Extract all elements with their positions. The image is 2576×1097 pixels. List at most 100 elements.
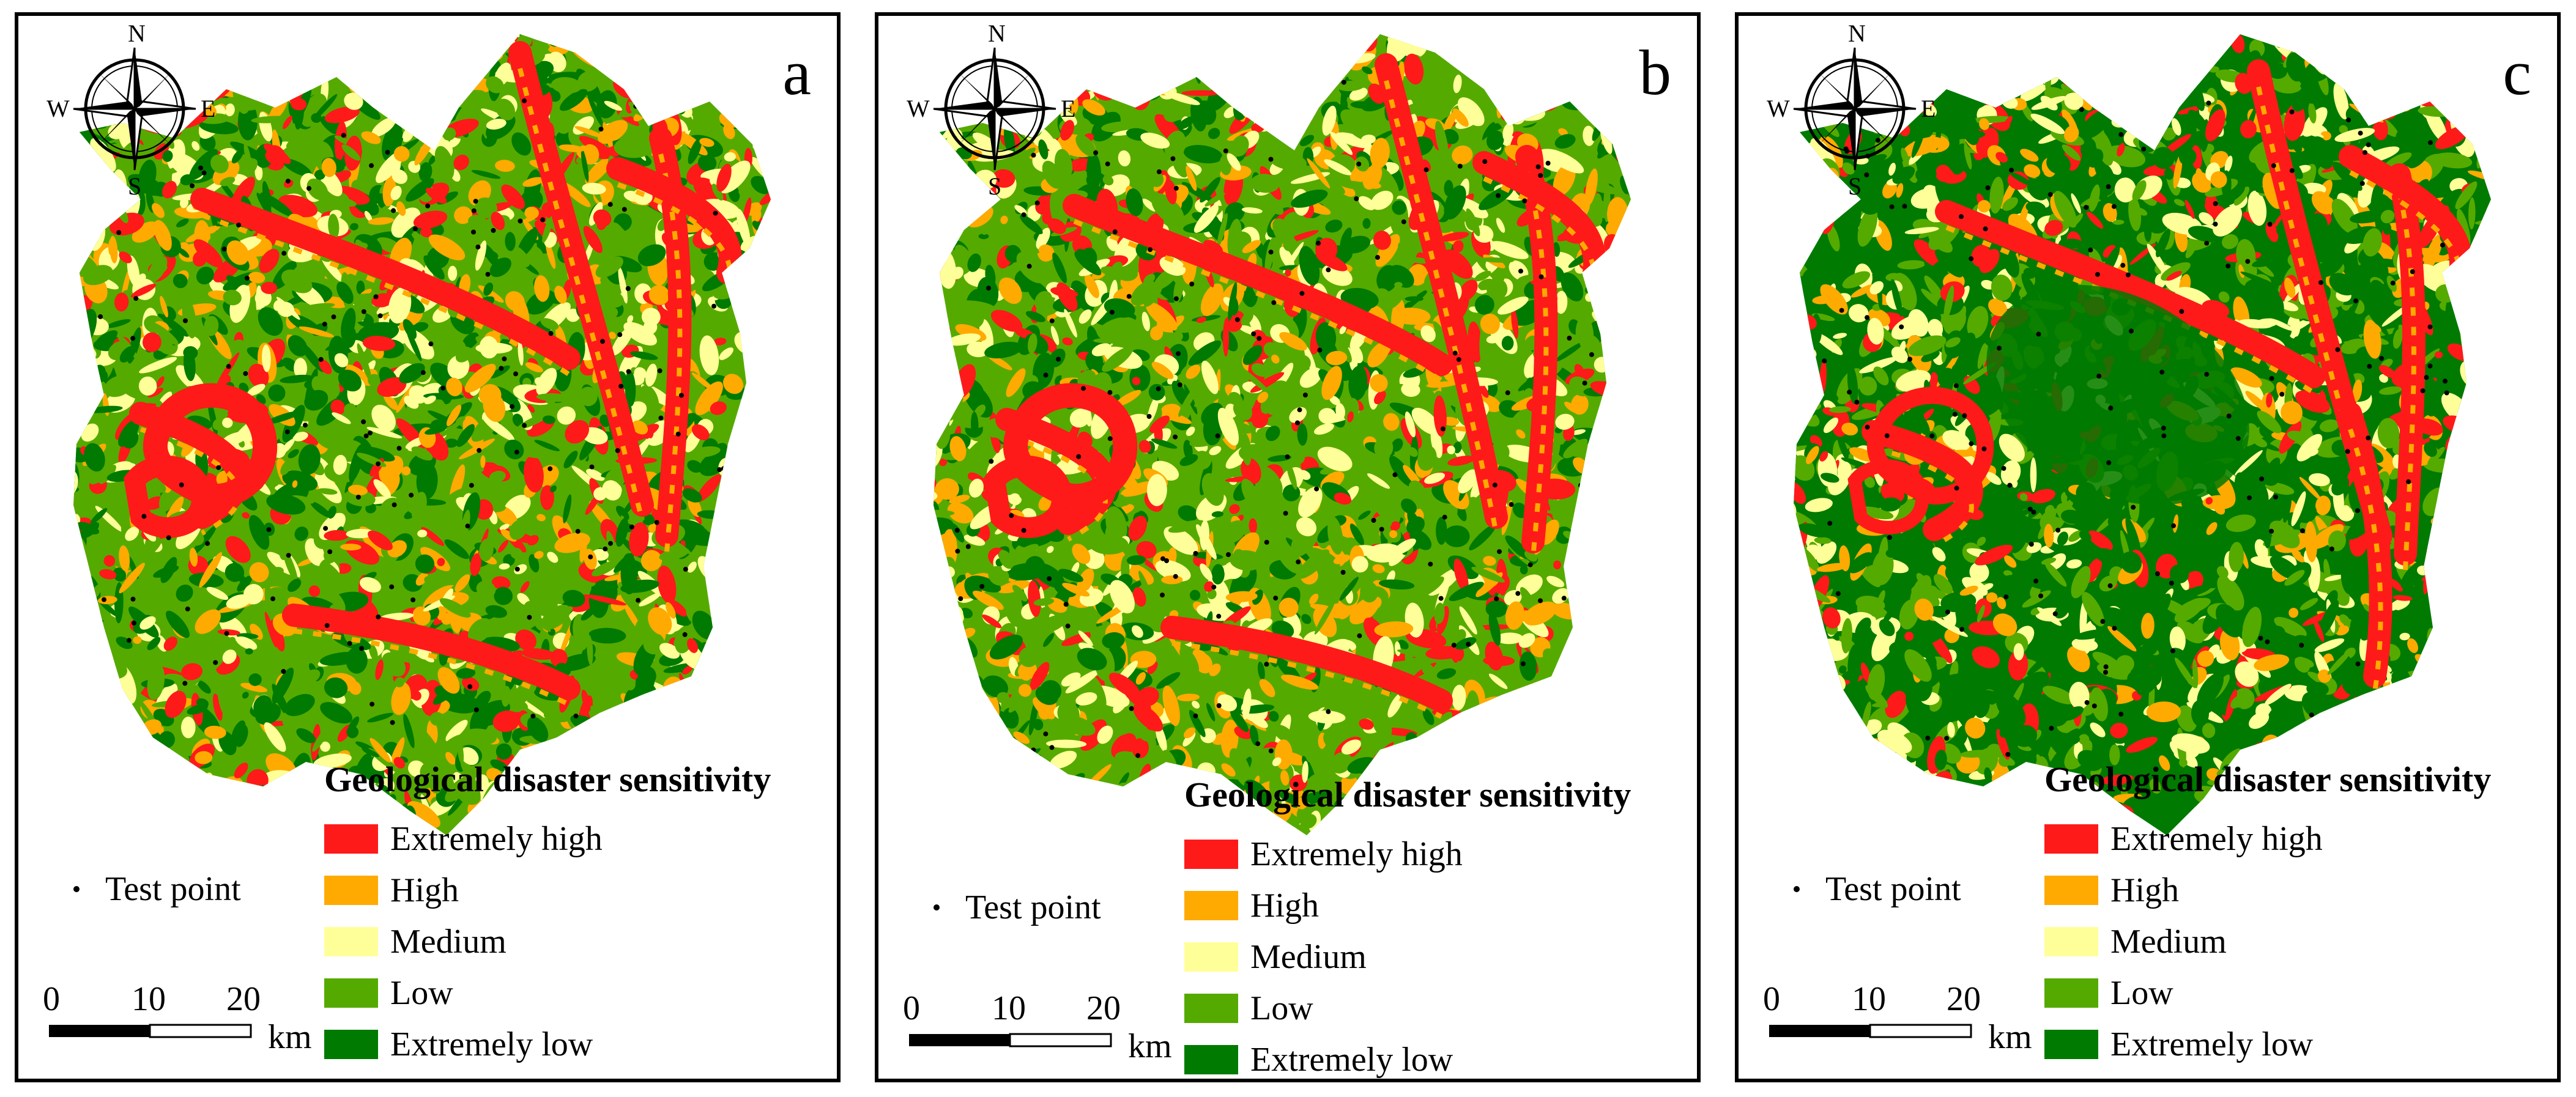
test-point-dot-icon: [73, 886, 80, 892]
legend-swatch: [2044, 876, 2098, 905]
compass-rose-icon: N S E W: [46, 20, 215, 200]
test-point-legend: Test point: [1794, 872, 1961, 906]
sensitivity-map: [1794, 34, 2491, 835]
compass-north: N: [988, 20, 1006, 47]
legend-item-extremely-low: Extremely low: [324, 1019, 837, 1070]
compass-east: E: [1921, 95, 1936, 122]
legend-swatch: [1184, 840, 1238, 869]
compass-west: W: [1767, 95, 1790, 122]
legend-item-extremely-low: Extremely low: [2044, 1019, 2557, 1070]
legend-label: Medium: [1250, 938, 1367, 976]
legend-item-low: Low: [324, 967, 837, 1019]
scale-tick-10: 10: [1852, 980, 1886, 1018]
legend-swatch: [1184, 994, 1238, 1023]
legend-swatch: [324, 824, 378, 854]
legend-label: Low: [2110, 974, 2173, 1012]
legend-title: Geological disaster sensitivity: [1184, 775, 1631, 814]
legend: Geological disaster sensitivity Extremel…: [1184, 775, 1697, 1079]
legend-label: Extremely high: [390, 820, 603, 858]
test-point-legend: Test point: [934, 890, 1101, 925]
legend-label: Medium: [2110, 923, 2227, 961]
legend-label: Extremely high: [2110, 820, 2323, 858]
legend-item-extremely-high: Extremely high: [2044, 813, 2557, 865]
sensitivity-map: [934, 34, 1631, 835]
test-point-label: Test point: [965, 888, 1101, 926]
test-point-legend: Test point: [73, 872, 241, 906]
legend-item-high: High: [2044, 865, 2557, 916]
legend-label: Extremely low: [390, 1025, 593, 1063]
scale-tick-20: 20: [1947, 980, 1981, 1018]
legend-title: Geological disaster sensitivity: [2044, 759, 2492, 799]
compass-east: E: [201, 95, 215, 122]
scale-bar: 0 10 20 km: [903, 989, 1172, 1065]
legend-swatch: [2044, 824, 2098, 854]
legend-item-medium: Medium: [1184, 931, 1697, 983]
scale-tick-10: 10: [992, 989, 1026, 1027]
legend-item-low: Low: [2044, 967, 2557, 1019]
legend-label: Extremely high: [1250, 835, 1463, 873]
scale-unit: km: [1988, 1018, 2032, 1055]
legend-swatch: [2044, 1030, 2098, 1059]
compass-east: E: [1061, 95, 1075, 122]
compass-north: N: [1848, 20, 1866, 47]
scale-tick-0: 0: [43, 980, 60, 1018]
test-point-dot-icon: [934, 904, 940, 910]
scale-tick-20: 20: [1086, 989, 1121, 1027]
legend-item-extremely-low: Extremely low: [1184, 1034, 1697, 1079]
legend-item-extremely-high: Extremely high: [324, 813, 837, 865]
compass-south: S: [1848, 172, 1861, 200]
legend-swatch: [2044, 927, 2098, 956]
compass-west: W: [46, 95, 70, 122]
compass-south: S: [988, 172, 1001, 200]
legend-label: Extremely low: [2110, 1025, 2314, 1063]
panel-label: a: [782, 37, 811, 108]
scale-tick-0: 0: [903, 989, 920, 1027]
scale-bar: 0 10 20 km: [43, 980, 312, 1055]
map-panel-b: N S E W b Geological disaster sensitivit…: [875, 12, 1701, 1082]
test-point-dot-icon: [1794, 886, 1800, 892]
legend-item-high: High: [324, 865, 837, 916]
sensitivity-map: [73, 34, 771, 835]
legend-swatch: [324, 927, 378, 956]
legend: Geological disaster sensitivity Extremel…: [324, 759, 837, 1070]
legend-label: High: [390, 871, 459, 909]
panel-label: b: [1639, 37, 1672, 108]
legend-swatch: [324, 876, 378, 905]
compass-rose-icon: N S E W: [907, 20, 1075, 200]
legend-label: Low: [1250, 989, 1313, 1027]
legend-item-medium: Medium: [324, 916, 837, 967]
legend-title: Geological disaster sensitivity: [324, 759, 771, 799]
test-point-label: Test point: [1825, 870, 1961, 908]
panel-label: c: [2503, 37, 2531, 108]
legend-item-extremely-high: Extremely high: [1184, 829, 1697, 880]
legend: Geological disaster sensitivity Extremel…: [2044, 759, 2557, 1070]
legend-label: Medium: [390, 923, 507, 961]
legend-item-high: High: [1184, 880, 1697, 931]
scale-tick-0: 0: [1763, 980, 1780, 1018]
map-panel-c: N S E W c Geological disaster sensitivit…: [1735, 12, 2561, 1082]
legend-label: High: [2110, 871, 2179, 909]
legend-label: Low: [390, 974, 453, 1012]
legend-swatch: [324, 1030, 378, 1059]
map-panel-a: N S E W a Geological disaster sensitivit…: [15, 12, 841, 1082]
legend-swatch: [1184, 942, 1238, 972]
test-point-label: Test point: [105, 870, 241, 908]
scale-tick-10: 10: [132, 980, 166, 1018]
compass-north: N: [128, 20, 146, 47]
legend-label: Extremely low: [1250, 1041, 1453, 1079]
compass-west: W: [907, 95, 930, 122]
compass-rose-icon: N S E W: [1767, 20, 1936, 200]
legend-swatch: [2044, 978, 2098, 1008]
legend-item-low: Low: [1184, 983, 1697, 1034]
legend-swatch: [1184, 891, 1238, 920]
legend-item-medium: Medium: [2044, 916, 2557, 967]
legend-swatch: [324, 978, 378, 1008]
compass-south: S: [128, 172, 141, 200]
legend-swatch: [1184, 1045, 1238, 1074]
scale-bar: 0 10 20 km: [1763, 980, 2032, 1055]
scale-unit: km: [1128, 1027, 1172, 1065]
scale-tick-20: 20: [226, 980, 261, 1018]
scale-unit: km: [268, 1018, 312, 1055]
legend-label: High: [1250, 887, 1319, 925]
